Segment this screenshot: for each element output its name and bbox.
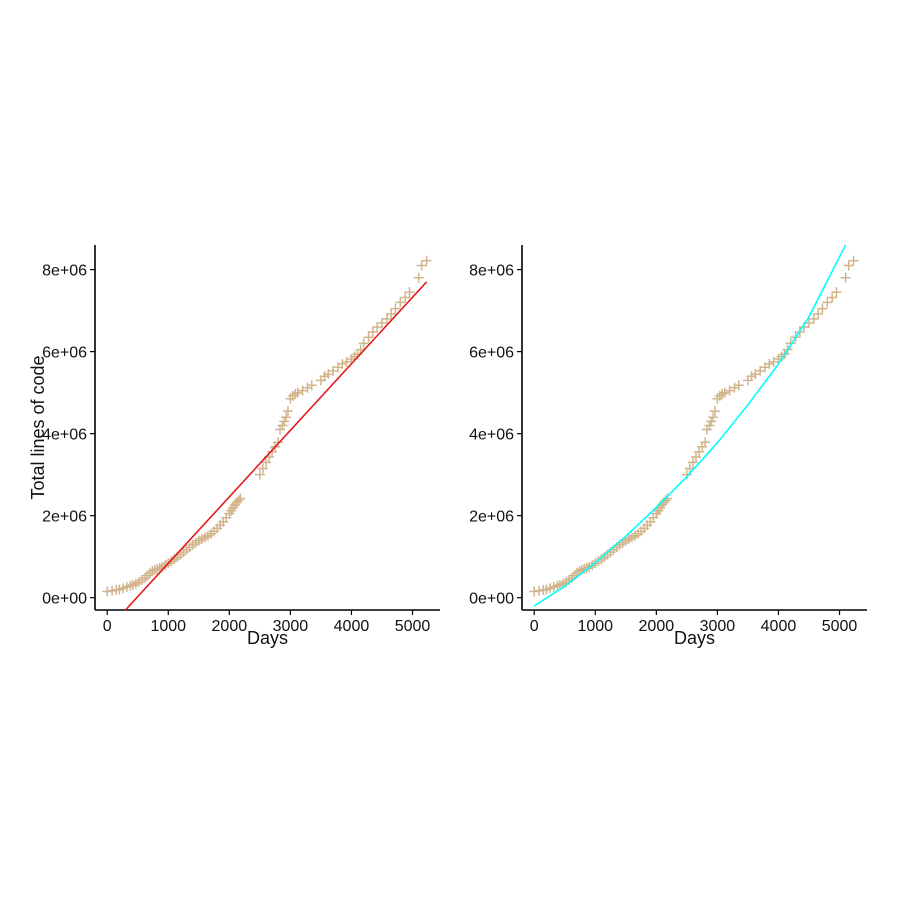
data-point: [529, 586, 540, 597]
y-tick-label: 4e+06: [42, 427, 87, 444]
data-point: [416, 260, 427, 271]
data-point: [552, 580, 563, 591]
x-axis-title: Days: [674, 628, 715, 648]
x-tick-label: 1000: [150, 618, 186, 635]
y-tick-label: 8e+06: [469, 263, 514, 280]
data-point: [235, 493, 246, 504]
y-tick-label: 2e+06: [469, 509, 514, 526]
data-point: [290, 388, 301, 399]
y-tick-label: 8e+06: [42, 263, 87, 280]
data-point: [687, 457, 698, 468]
data-point: [125, 580, 136, 591]
data-point: [848, 255, 859, 266]
y-tick-label: 0e+00: [42, 591, 87, 608]
x-tick-label: 5000: [395, 618, 431, 635]
x-tick-label: 0: [530, 618, 539, 635]
data-point: [681, 469, 692, 480]
x-tick-label: 0: [103, 618, 112, 635]
data-point: [708, 412, 719, 423]
data-point: [691, 452, 702, 463]
data-point: [363, 332, 374, 343]
y-tick-label: 4e+06: [469, 427, 514, 444]
y-tick-label: 2e+06: [42, 509, 87, 526]
series-points: [102, 255, 432, 597]
data-point: [260, 457, 271, 468]
data-point: [149, 564, 160, 575]
data-point: [281, 412, 292, 423]
series-points: [529, 255, 859, 597]
x-tick-label: 3000: [700, 618, 736, 635]
data-point: [386, 308, 397, 319]
x-tick-label: 3000: [273, 618, 309, 635]
data-point: [843, 260, 854, 271]
data-point: [840, 272, 851, 283]
data-point: [400, 292, 411, 303]
data-point: [233, 495, 244, 506]
data-point: [279, 416, 290, 427]
data-point: [302, 382, 313, 393]
data-point: [785, 338, 796, 349]
data-point: [709, 406, 720, 417]
data-point: [581, 563, 592, 574]
y-tick-label: 6e+06: [469, 345, 514, 362]
data-point: [102, 586, 113, 597]
data-point: [733, 380, 744, 391]
x-axis-title: Days: [247, 628, 288, 648]
chart-panel-2: 0 1000 2000 3000 4000 5000 0e+00 2e+06 4e+06 6e+0…: [469, 244, 867, 648]
data-point: [764, 358, 775, 369]
data-point: [421, 255, 432, 266]
data-point: [706, 416, 717, 427]
data-point: [381, 313, 392, 324]
y-axis-title: Total lines of code: [28, 355, 48, 499]
data-point: [142, 570, 153, 581]
data-point: [306, 380, 317, 391]
data-point: [702, 424, 713, 435]
data-point: [729, 382, 740, 393]
data-point: [662, 493, 673, 504]
data-point: [257, 463, 268, 474]
data-point: [390, 303, 401, 314]
data-point: [817, 303, 828, 314]
data-point: [717, 388, 728, 399]
x-tick-label: 2000: [212, 618, 248, 635]
data-point: [808, 313, 819, 324]
data-point: [282, 406, 293, 417]
data-point: [152, 563, 163, 574]
data-point: [413, 272, 424, 283]
data-point: [700, 437, 711, 448]
data-point: [822, 297, 833, 308]
data-point: [827, 292, 838, 303]
data-point: [813, 308, 824, 319]
data-point: [292, 387, 303, 398]
y-tick-label: 6e+06: [42, 345, 87, 362]
x-tick-label: 5000: [822, 618, 858, 635]
data-point: [147, 566, 158, 577]
x-tick-label: 4000: [334, 618, 370, 635]
data-point: [275, 424, 286, 435]
fit-line: [124, 281, 428, 611]
data-point: [704, 420, 715, 431]
data-point: [404, 287, 415, 298]
data-point: [277, 420, 288, 431]
data-point: [107, 585, 118, 596]
data-point: [140, 573, 151, 584]
x-tick-label: 2000: [639, 618, 675, 635]
fit-line: [533, 244, 847, 607]
y-tick-label: 0e+00: [469, 591, 514, 608]
data-point: [395, 297, 406, 308]
data-point: [376, 317, 387, 328]
data-point: [372, 322, 383, 333]
data-point: [337, 358, 348, 369]
data-point: [254, 469, 265, 480]
data-point: [367, 326, 378, 337]
data-point: [273, 437, 284, 448]
data-point: [719, 387, 730, 398]
x-tick-label: 1000: [577, 618, 613, 635]
chart-panel-1: 0 1000 2000 3000 4000 5000 0e+00 2e+06 4e+06 6e+0…: [28, 245, 440, 648]
data-point: [831, 287, 842, 298]
data-point: [358, 338, 369, 349]
data-point: [534, 585, 545, 596]
x-tick-label: 4000: [761, 618, 797, 635]
